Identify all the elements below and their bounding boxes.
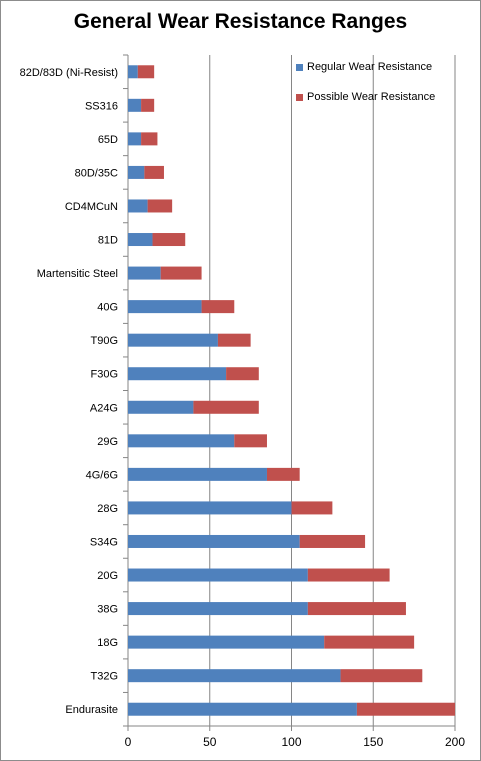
category-label: 28G: [97, 503, 118, 515]
bar-regular: [128, 333, 218, 347]
bar-regular: [128, 669, 341, 683]
bar-regular: [128, 199, 148, 213]
bar-possible: [160, 266, 202, 280]
bar-possible: [193, 400, 259, 414]
category-label: Martensitic Steel: [37, 268, 118, 280]
x-tick-label: 0: [125, 735, 132, 749]
bar-regular: [128, 233, 153, 247]
bar-regular: [128, 98, 142, 112]
category-label: S34G: [90, 536, 118, 548]
bar-possible: [266, 467, 300, 481]
bar-regular: [128, 434, 235, 448]
bar-regular: [128, 300, 202, 314]
legend-label-regular: Regular Wear Resistance: [307, 61, 433, 73]
bar-regular: [128, 400, 194, 414]
category-label: SS316: [85, 100, 118, 112]
category-label: T90G: [90, 335, 118, 347]
legend-label-possible: Possible Wear Resistance: [307, 91, 436, 103]
category-label: 40G: [97, 302, 118, 314]
bar-regular: [128, 65, 138, 79]
bar-regular: [128, 132, 142, 146]
bar-regular: [128, 165, 145, 179]
bar-possible: [217, 333, 251, 347]
bar-possible: [152, 233, 186, 247]
bar-possible: [201, 300, 235, 314]
bar-possible: [226, 367, 259, 381]
bar-possible: [340, 669, 423, 683]
category-label: 81D: [98, 235, 118, 247]
category-label: 4G/6G: [86, 469, 118, 481]
bar-possible: [299, 534, 366, 548]
x-tick-label: 200: [445, 735, 465, 749]
bar-possible: [291, 501, 333, 515]
bar-regular: [128, 635, 325, 649]
category-label: Endurasite: [65, 704, 118, 716]
bar-possible: [137, 65, 155, 79]
chart-title: General Wear Resistance Ranges: [73, 10, 408, 33]
bar-regular: [128, 367, 227, 381]
category-label: 65D: [98, 134, 118, 146]
x-tick-label: 150: [363, 735, 383, 749]
category-label: A24G: [90, 402, 118, 414]
bar-regular: [128, 534, 300, 548]
bar-regular: [128, 266, 161, 280]
bar-possible: [141, 132, 158, 146]
bar-possible: [307, 568, 390, 582]
category-label: 29G: [97, 436, 118, 448]
category-label: 80D/35C: [75, 167, 118, 179]
bar-regular: [128, 501, 292, 515]
category-label: 18G: [97, 637, 118, 649]
bar-regular: [128, 568, 308, 582]
legend-swatch-regular: [296, 63, 303, 71]
category-label: 82D/83D (Ni-Resist): [20, 67, 118, 79]
bar-possible: [307, 602, 406, 616]
bar-possible: [324, 635, 415, 649]
chart-legend: Regular Wear Resistance Possible Wear Re…: [296, 60, 471, 120]
bar-possible: [234, 434, 267, 448]
bar-possible: [141, 98, 155, 112]
x-tick-label: 100: [281, 735, 301, 749]
category-label: 38G: [97, 604, 118, 616]
bar-regular: [128, 602, 308, 616]
category-label: T32G: [90, 671, 118, 683]
category-label: F30G: [90, 369, 118, 381]
bar-regular: [128, 702, 357, 716]
bar-possible: [356, 702, 455, 716]
legend-item-regular: Regular Wear Resistance: [296, 60, 471, 74]
bar-possible: [144, 165, 164, 179]
category-label: CD4MCuN: [65, 201, 118, 213]
bar-regular: [128, 467, 267, 481]
category-label: 20G: [97, 570, 118, 582]
bar-possible: [147, 199, 173, 213]
legend-swatch-possible: [296, 93, 303, 101]
legend-item-possible: Possible Wear Resistance: [296, 90, 471, 104]
x-tick-label: 50: [203, 735, 217, 749]
